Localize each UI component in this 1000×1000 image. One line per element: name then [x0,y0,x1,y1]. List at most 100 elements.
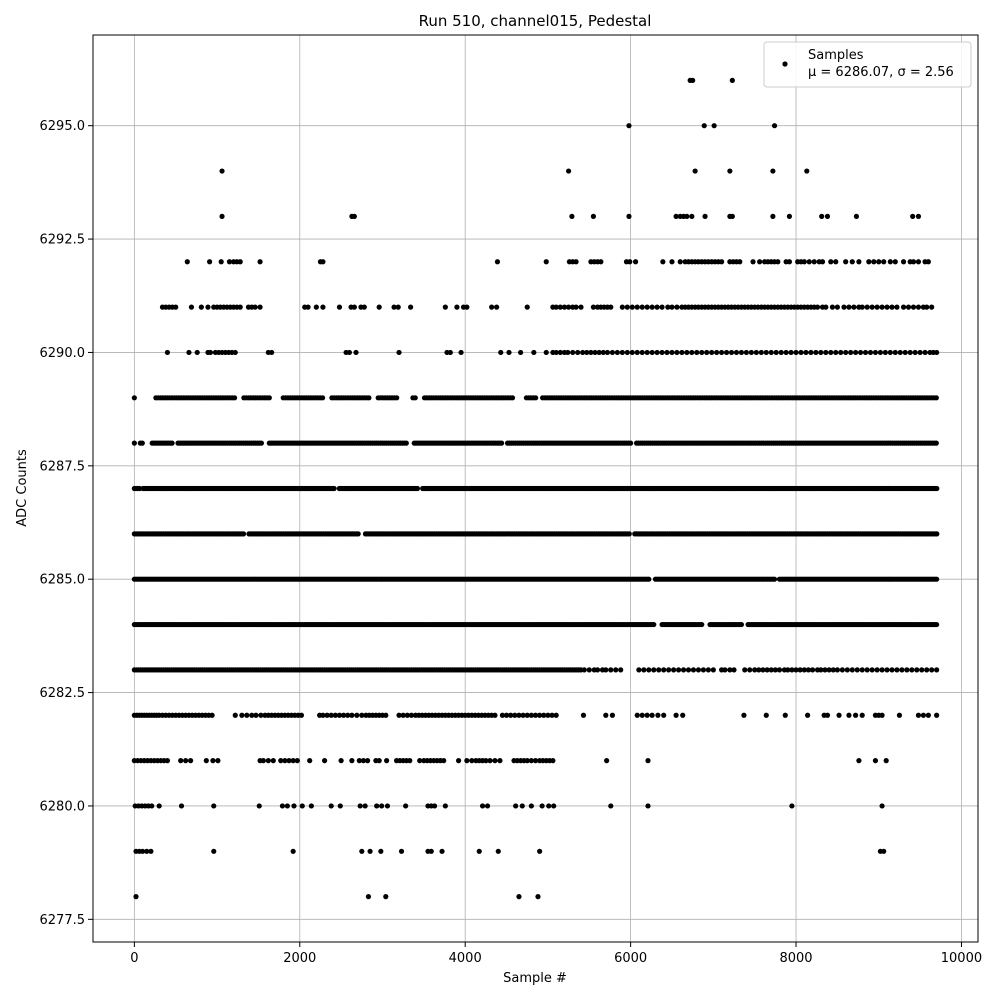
data-point [270,758,276,764]
data-point [328,712,334,718]
data-point [173,304,179,310]
data-point [644,712,650,718]
data-point [929,667,935,673]
data-point [307,758,313,764]
x-tick-label: 4000 [449,951,482,966]
data-point [722,667,728,673]
data-point [788,349,794,356]
data-point [727,168,733,174]
data-point [933,440,939,446]
y-axis-ticks: 6277.5 6280.0 6282.5 6285.0 6287.5 6290.0 6292… [40,119,93,928]
data-point [494,304,500,310]
data-point [839,667,845,673]
data-point [232,349,238,356]
data-point [729,77,735,83]
data-point [337,803,343,809]
data-point [489,304,495,310]
data-point [627,259,633,265]
data-point [376,758,382,764]
legend-stats-label: μ = 6286.07, σ = 2.56 [808,65,954,80]
data-point [131,440,137,446]
data-point [508,712,514,718]
data-point [618,667,624,673]
data-point [543,259,549,265]
data-point [367,848,373,854]
data-point [853,213,860,219]
data-point [644,349,650,356]
data-point [776,667,783,673]
data-point [178,758,184,764]
data-point [709,349,715,356]
data-point [823,304,829,310]
data-point [608,304,614,310]
y-tick-label: 6290.0 [40,346,86,361]
data-point [934,349,940,356]
data-point [188,758,194,764]
data-point [677,259,683,265]
data-point [164,349,171,356]
data-point [728,349,735,356]
data-point [476,848,482,854]
data-point [535,894,541,900]
data-point [797,667,803,673]
data-point [532,712,539,718]
data-point [260,758,266,764]
data-point [282,758,288,764]
data-point [580,712,587,718]
data-point [680,667,687,673]
data-point [598,259,604,265]
data-point [565,168,572,174]
data-point [915,712,922,718]
data-point [528,712,534,718]
data-point [639,304,645,310]
data-point [516,894,522,900]
data-point [694,349,700,356]
data-point [651,621,657,628]
data-point [768,667,774,673]
data-point [600,349,606,356]
data-point [854,667,860,673]
data-point [442,304,448,310]
data-point [669,259,675,265]
data-point [731,667,737,673]
data-point [257,259,263,265]
data-point [770,213,776,219]
data-point [351,304,357,310]
data-point [934,531,940,537]
data-point [900,259,907,265]
data-point [629,349,635,356]
data-point [581,667,587,673]
data-point [400,712,406,718]
data-point [742,667,748,673]
data-point [298,712,305,718]
data-point [396,349,402,356]
data-point [336,304,343,310]
data-point [524,304,530,310]
data-point [366,395,372,401]
y-tick-label: 6287.5 [40,459,86,474]
data-point [549,712,555,718]
y-tick-label: 6282.5 [40,686,86,701]
data-point [516,712,522,718]
data-point [775,259,781,265]
data-point [328,803,334,809]
data-point [881,259,887,265]
data-point [479,803,486,809]
data-point [723,349,730,356]
data-point [892,349,898,356]
data-point [624,304,630,310]
data-point [887,349,893,356]
data-point [856,758,862,764]
data-point [211,848,217,854]
data-point [669,349,675,356]
data-point [237,304,243,310]
data-point [383,894,389,900]
data-point [864,667,870,673]
data-point [378,848,384,854]
data-point [871,259,877,265]
data-point [186,349,192,356]
data-point [934,712,940,718]
data-point [892,259,898,265]
legend: Samples μ = 6286.07, σ = 2.56 [763,41,972,88]
data-point [689,349,695,356]
